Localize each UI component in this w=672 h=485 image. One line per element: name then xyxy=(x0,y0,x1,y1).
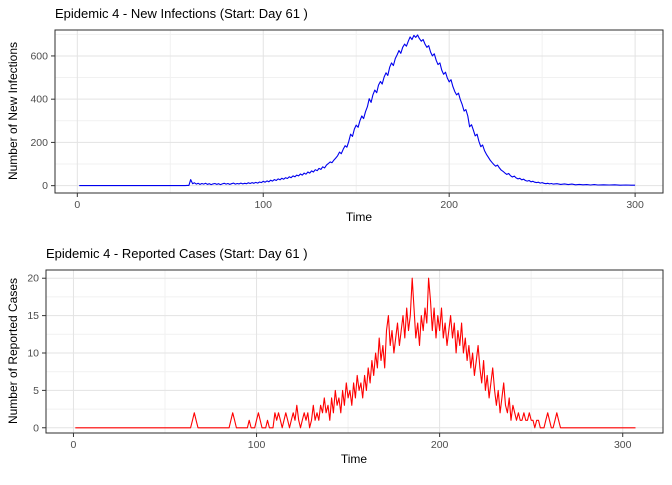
new-infections-chart: 0 100 200 300 0 200 400 600 xyxy=(30,29,664,211)
new-infections-panel-border xyxy=(54,29,664,194)
chart1-x-axis-title: Time xyxy=(345,210,373,224)
reported-cases-y-tick-label: 0 xyxy=(33,422,39,434)
reported-cases-x-tick-label: 300 xyxy=(614,439,632,451)
reported-cases-x-tick-label: 0 xyxy=(71,439,77,451)
reported-cases-y-tick-label: 5 xyxy=(33,385,39,397)
new-infections-x-tick-label: 100 xyxy=(254,199,272,211)
reported-cases-y-tick-label: 15 xyxy=(27,310,39,322)
reported-cases-x-tick-label: 100 xyxy=(248,439,266,451)
chart2-title: Epidemic 4 - Reported Cases (Start: Day … xyxy=(46,246,308,261)
new-infections-y-tick-label: 600 xyxy=(30,50,48,62)
new-infections-panel-background xyxy=(55,30,663,193)
chart1-y-axis-title: Number of New Infections xyxy=(6,41,20,181)
new-infections-x-tick-label: 200 xyxy=(440,199,458,211)
chart1-title: Epidemic 4 - New Infections (Start: Day … xyxy=(55,6,308,21)
reported-cases-y-tick-label: 10 xyxy=(27,347,39,359)
chart2-x-axis-title: Time xyxy=(340,452,368,466)
new-infections-y-tick-label: 200 xyxy=(30,137,48,149)
reported-cases-panel-border xyxy=(45,269,664,434)
reported-cases-panel-background xyxy=(46,270,663,433)
new-infections-series-line xyxy=(79,34,636,187)
new-infections-y-tick-label: 400 xyxy=(30,94,48,106)
reported-cases-x-tick-label: 200 xyxy=(431,439,449,451)
new-infections-x-tick-label: 300 xyxy=(626,199,644,211)
chart2-y-axis-title: Number of Reported Cases xyxy=(6,277,20,425)
new-infections-y-tick-label: 0 xyxy=(42,180,48,192)
reported-cases-chart: 0 100 200 300 0 5 10 15 20 xyxy=(27,269,664,451)
reported-cases-series-line xyxy=(75,277,636,429)
reported-cases-y-tick-label: 20 xyxy=(27,273,39,285)
new-infections-x-tick-label: 0 xyxy=(74,199,80,211)
